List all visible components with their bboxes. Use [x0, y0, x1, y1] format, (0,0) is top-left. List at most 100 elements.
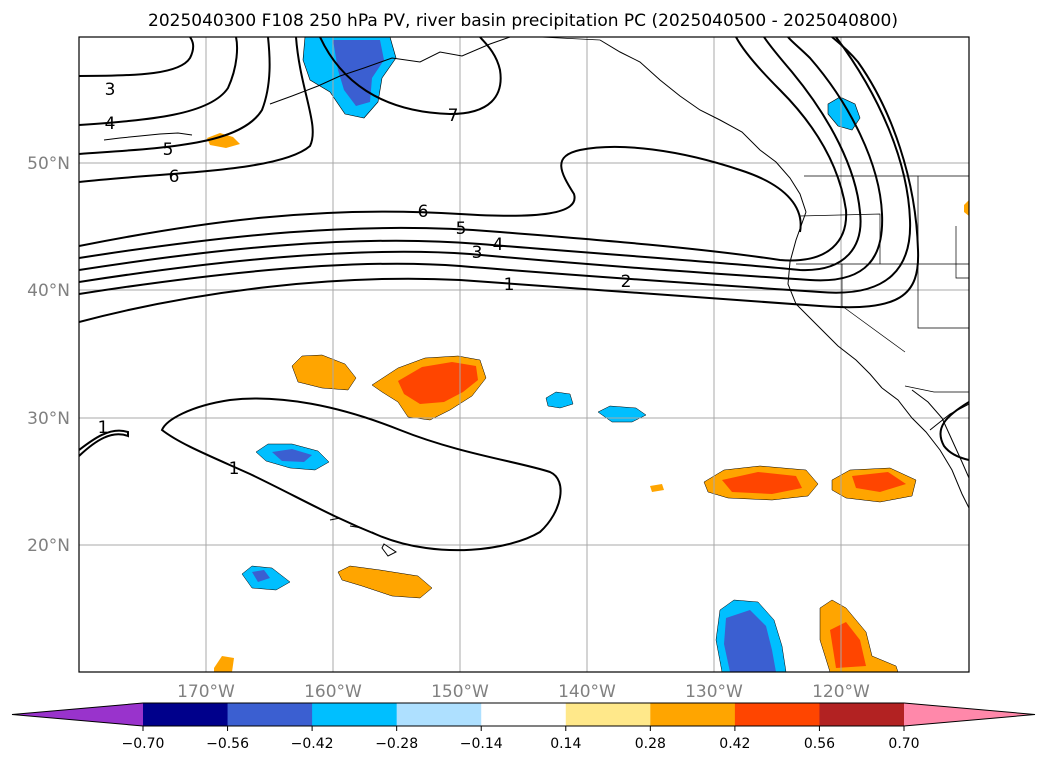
colorbar-segment — [650, 703, 736, 726]
pv-contour-3b — [79, 37, 884, 283]
colorbar-tick-label: 0.56 — [804, 736, 835, 752]
pos-anomaly-small-east — [650, 484, 664, 492]
colorbar-tick-label: 0.28 — [635, 736, 666, 752]
coast-us-west — [787, 211, 883, 389]
pos-anomaly-west — [291, 354, 357, 391]
colorbar-extend-max — [904, 703, 1035, 726]
border-nevada-utah — [955, 226, 969, 279]
contour-label: 4 — [105, 114, 116, 134]
map-panel: 3 4 5 6 7 6 5 4 3 1 2 1 1 — [79, 37, 969, 672]
coast-mexico-west — [929, 403, 969, 431]
colorbar-segment — [565, 703, 651, 726]
pv-contour-2 — [79, 37, 912, 295]
lon-label-140w: 140°W — [558, 682, 616, 702]
colorbar-tick-label: −0.14 — [460, 736, 503, 752]
pos-strong-anomaly-bottom-east — [830, 622, 866, 668]
contour-label: 6 — [169, 167, 180, 187]
neg-strong-anomaly-alaska — [333, 40, 384, 106]
map-frame — [78, 36, 970, 673]
lat-label-40n: 40°N — [27, 281, 70, 301]
border-idaho — [917, 176, 969, 329]
contour-label: 1 — [229, 459, 240, 479]
colorbar-tick-label: 0.42 — [719, 736, 750, 752]
pv-contour-1 — [79, 37, 920, 323]
colorbar-segment — [481, 703, 567, 726]
lon-label-160w: 160°W — [304, 682, 362, 702]
lat-label-30n: 30°N — [27, 409, 70, 429]
pv-contour-4b — [79, 37, 862, 272]
coast-panhandle — [599, 39, 807, 213]
map-background — [79, 37, 969, 672]
pv-contour-5b — [79, 37, 848, 262]
pos-strong-anomaly-east-1 — [722, 472, 802, 494]
pos-anomaly-edge — [964, 200, 969, 216]
pv-contour-1-tropical — [160, 397, 562, 552]
contour-label: 4 — [493, 235, 504, 255]
coast-alaska-south — [269, 37, 511, 105]
neg-anomaly-small-1 — [545, 391, 574, 409]
colorbar-tick-label: 0.70 — [888, 736, 919, 752]
hawaii-islands — [329, 517, 397, 557]
precip-shading — [207, 37, 969, 672]
graticule — [79, 37, 969, 672]
contour-label: 1 — [98, 418, 109, 438]
contour-label: 5 — [456, 219, 467, 239]
lon-labels: 170°W 160°W 150°W 140°W 130°W 120°W — [177, 682, 870, 702]
lat-label-20n: 20°N — [27, 536, 70, 556]
coast-baja — [881, 387, 969, 509]
pv-contour-4 — [79, 37, 238, 126]
coastlines — [103, 37, 969, 557]
lon-label-170w: 170°W — [177, 682, 235, 702]
colorbar-extend-min — [12, 703, 143, 726]
pos-anomaly-south-hawaii — [337, 565, 433, 599]
contour-label: 7 — [448, 106, 459, 126]
contour-label: 2 — [621, 272, 632, 292]
contour-label: 5 — [163, 140, 174, 160]
border-us-mexico — [904, 385, 969, 393]
pv-contour-6 — [79, 37, 314, 183]
pv-contour-6b — [79, 145, 802, 247]
lat-labels: 50°N 40°N 30°N 20°N — [27, 154, 70, 556]
colorbar-tick-label: −0.42 — [291, 736, 334, 752]
colorbar-tick-label: −0.28 — [375, 736, 418, 752]
contour-label: 1 — [504, 275, 515, 295]
colorbar-segment — [396, 703, 482, 726]
colorbar: −0.70 −0.56 −0.42 −0.28 −0.14 0.14 0.28 0.42 0.5… — [11, 702, 1036, 752]
figure-title: 2025040300 F108 250 hPa PV, river basin … — [148, 11, 898, 31]
neg-strong-anomaly-hawaii-nw — [272, 449, 312, 462]
lon-label-120w: 120°W — [812, 682, 870, 702]
neg-strong-anomaly-hawaii-s — [252, 570, 270, 582]
colorbar-tick-label: −0.70 — [122, 736, 165, 752]
political-borders — [539, 37, 969, 393]
pos-anomaly-bottom-west — [214, 656, 234, 672]
pos-anomaly-aleutian — [207, 133, 240, 148]
pv-contour-3 — [79, 37, 195, 77]
pv-contours — [79, 37, 969, 552]
lon-label-150w: 150°W — [431, 682, 489, 702]
coast-gulf-california — [911, 389, 969, 479]
contour-label: 3 — [105, 80, 116, 100]
pv-contour-1-west — [79, 429, 129, 457]
colorbar-segment — [819, 703, 905, 726]
coast-aleutians — [103, 132, 193, 141]
border-washington-oregon — [799, 213, 881, 264]
pos-strong-anomaly-central — [398, 362, 478, 404]
lon-label-130w: 130°W — [685, 682, 743, 702]
colorbar-segment — [143, 703, 229, 726]
colorbar-tick-label: −0.56 — [206, 736, 249, 752]
lat-label-50n: 50°N — [27, 154, 70, 174]
pv-contour-5 — [79, 37, 271, 155]
colorbar-segment — [734, 703, 820, 726]
contour-label: 6 — [418, 202, 429, 222]
pv-contour-7 — [319, 37, 502, 116]
contour-labels: 3 4 5 6 7 6 5 4 3 1 2 1 1 — [98, 80, 632, 479]
colorbar-segment — [312, 703, 398, 726]
contour-label: 3 — [472, 243, 483, 263]
neg-strong-anomaly-bottom — [724, 610, 776, 672]
pos-strong-anomaly-east-2 — [852, 472, 906, 492]
colorbar-segment — [227, 703, 313, 726]
colorbar-tick-label: 0.14 — [550, 736, 581, 752]
pv-contour-1-east — [939, 401, 969, 461]
